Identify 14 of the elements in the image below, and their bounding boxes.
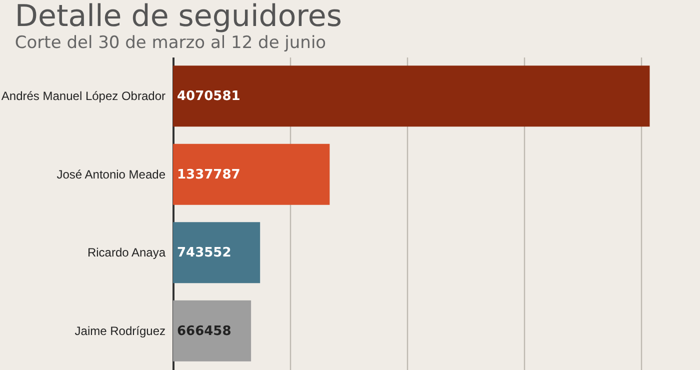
y-tick-label: Ricardo Anaya <box>87 246 166 260</box>
y-tick-label: Andrés Manuel López Obrador <box>1 89 166 104</box>
chart-title: Detalle de seguidores <box>14 0 342 34</box>
bar <box>173 144 330 205</box>
y-tick-label: José Antonio Meade <box>56 167 166 182</box>
chart-subtitle: Corte del 30 de marzo al 12 de junio <box>14 33 326 53</box>
data-label: 4070581 <box>177 89 240 104</box>
data-label: 666458 <box>177 324 232 339</box>
data-label: 1337787 <box>177 167 240 182</box>
data-label: 743552 <box>177 246 232 261</box>
y-tick-label: Jaime Rodríguez <box>74 324 166 338</box>
bar <box>173 66 650 127</box>
bar <box>173 300 252 362</box>
bar <box>173 222 260 284</box>
